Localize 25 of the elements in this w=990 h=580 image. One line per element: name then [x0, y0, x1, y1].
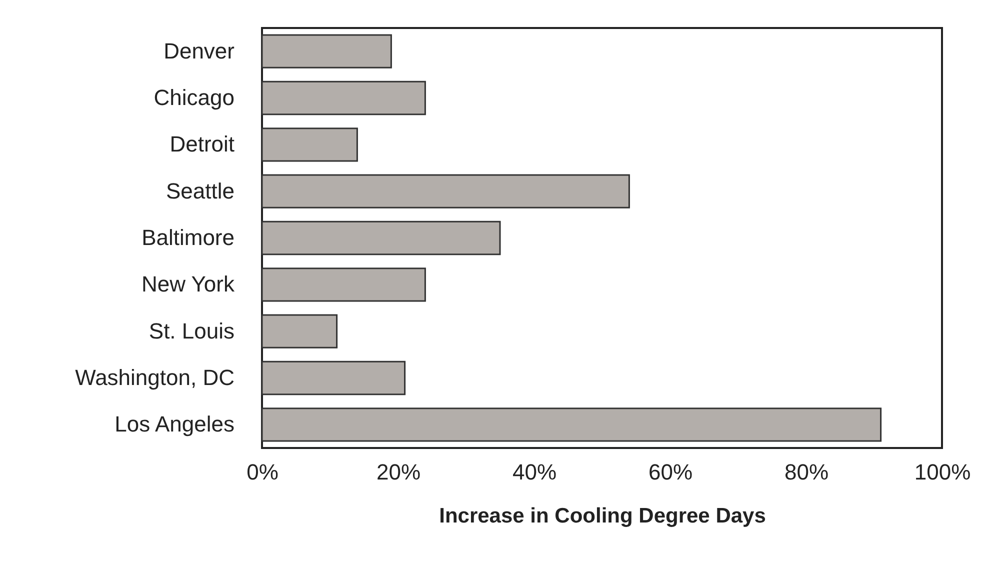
x-tick-label: 80%: [784, 460, 829, 484]
bar: [261, 220, 501, 256]
y-tick-label: St. Louis: [148, 318, 234, 344]
y-tick-label: Seattle: [166, 178, 234, 204]
y-tick-label: New York: [142, 272, 236, 297]
bar: [261, 80, 426, 116]
bar: [261, 34, 392, 68]
bar: [261, 360, 406, 396]
x-tick-label: 60%: [648, 460, 693, 484]
y-tick-label: Washington, DC: [75, 365, 235, 390]
x-tick-label: 40%: [512, 460, 557, 484]
bar: [261, 268, 426, 302]
x-tick-label: 100%: [914, 460, 971, 484]
y-tick-label: Detroit: [170, 132, 234, 157]
x-axis-title: Increase in Cooling Degree Days: [439, 504, 766, 528]
y-tick-label: Chicago: [154, 85, 234, 110]
y-tick-label: Los Angeles: [114, 412, 234, 437]
bar: [261, 128, 358, 162]
bar: [261, 314, 338, 348]
y-tick-label: Baltimore: [142, 225, 234, 250]
bar: [261, 174, 630, 208]
x-tick-label: 0%: [246, 460, 278, 484]
y-tick-label: Denver: [164, 38, 234, 64]
bar: [261, 408, 882, 442]
x-tick-label: 20%: [376, 460, 421, 484]
